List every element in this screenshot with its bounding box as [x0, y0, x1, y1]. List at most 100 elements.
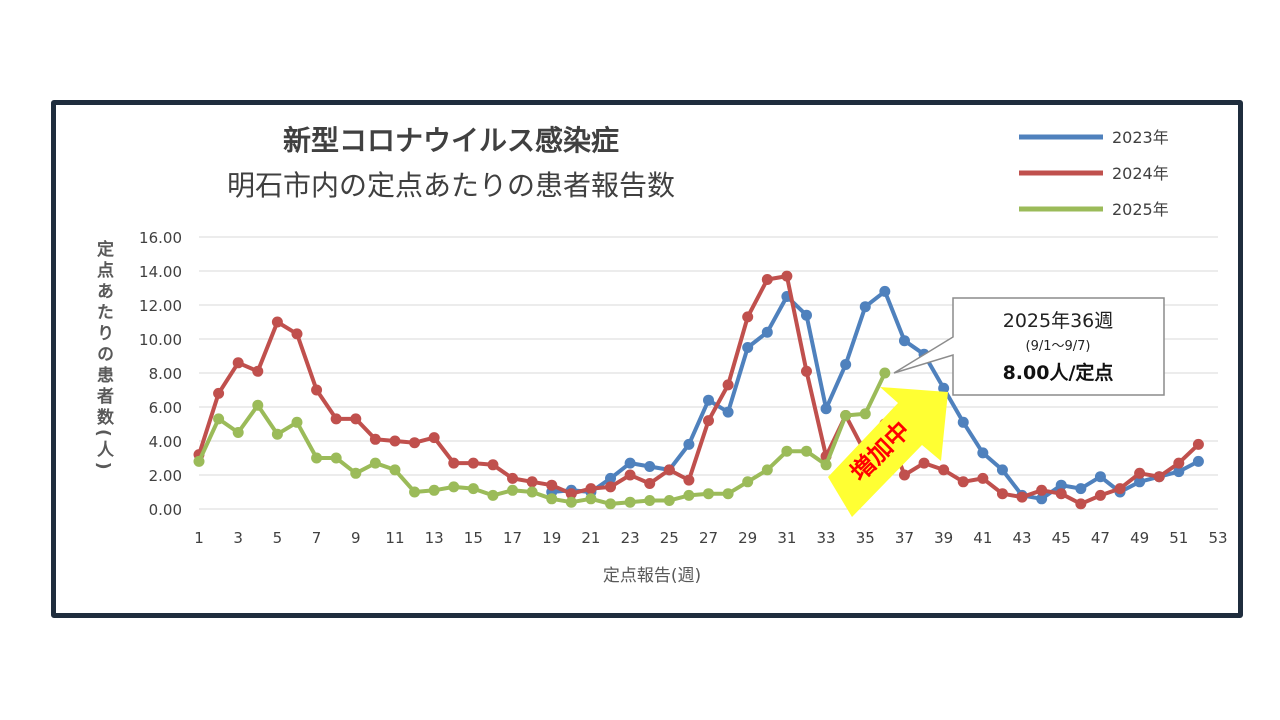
callout-box: 2025年36週 (9/1～9/7) 8.00人/定点: [893, 297, 1165, 396]
x-tick-label: 39: [934, 529, 953, 547]
y-axis-ticks: 0.00 2.00 4.00 6.00 8.00 10.00 12.00 14.00 16.00: [139, 229, 182, 519]
y-tick-label: 12.00: [139, 297, 182, 315]
data-point: [624, 496, 636, 508]
data-point: [1192, 438, 1204, 450]
y-tick-label: 0.00: [149, 501, 182, 519]
x-tick-label: 9: [351, 529, 361, 547]
callout-value: 8.00人/定点: [1003, 361, 1114, 384]
data-point: [722, 406, 734, 418]
data-point: [722, 379, 734, 391]
data-point: [957, 476, 969, 488]
data-point: [330, 413, 342, 425]
data-point: [996, 488, 1008, 500]
x-tick-label: 15: [464, 529, 483, 547]
data-point: [252, 399, 264, 411]
data-point: [800, 445, 812, 457]
x-tick-label: 7: [312, 529, 322, 547]
data-point: [369, 457, 381, 469]
callout-shape: [893, 297, 1165, 396]
callout-dates: (9/1～9/7): [1026, 339, 1091, 354]
data-point: [409, 437, 421, 449]
data-point: [507, 472, 519, 484]
data-point: [507, 484, 519, 496]
data-point: [350, 467, 362, 479]
data-point: [1094, 489, 1106, 501]
data-point: [1173, 457, 1185, 469]
data-point: [1192, 455, 1204, 467]
data-point: [467, 483, 479, 495]
x-tick-label: 27: [699, 529, 718, 547]
data-point: [703, 488, 714, 500]
data-point: [1036, 484, 1048, 496]
data-point: [1173, 466, 1185, 478]
x-tick-label: 11: [385, 529, 404, 547]
x-tick-label: 21: [581, 529, 600, 547]
legend: 2023年 2024年 2025年: [1019, 128, 1169, 219]
data-point: [1075, 498, 1087, 510]
data-point: [840, 359, 852, 370]
data-point: [742, 476, 754, 488]
data-point: [291, 416, 303, 428]
data-point: [232, 357, 244, 369]
data-point: [311, 384, 323, 396]
data-point: [761, 274, 773, 285]
data-point: [330, 452, 342, 464]
data-point: [644, 461, 656, 472]
x-tick-label: 17: [503, 529, 522, 547]
data-point: [605, 472, 617, 484]
x-tick-label: 45: [1052, 529, 1071, 547]
data-point: [252, 365, 264, 377]
data-point: [761, 464, 773, 476]
y-tick-label: 6.00: [149, 399, 182, 417]
data-point: [918, 457, 930, 469]
data-point: [644, 495, 656, 506]
y-tick-label: 10.00: [139, 331, 182, 349]
data-point: [879, 367, 891, 379]
x-tick-label: 49: [1130, 529, 1149, 547]
data-point: [428, 432, 440, 444]
x-tick-label: 23: [621, 529, 640, 547]
data-point: [840, 410, 852, 421]
y-tick-label: 2.00: [149, 467, 182, 485]
data-point: [232, 427, 244, 438]
data-point: [879, 285, 891, 297]
data-point: [820, 459, 832, 471]
data-point: [1134, 476, 1146, 488]
x-tick-label: 43: [1012, 529, 1031, 547]
data-point: [938, 382, 950, 394]
data-point: [350, 413, 362, 425]
x-tick-label: 25: [660, 529, 679, 547]
data-point: [1055, 479, 1067, 491]
data-point: [193, 455, 205, 467]
data-point: [585, 483, 597, 495]
data-point: [1075, 483, 1087, 495]
data-point: [1114, 483, 1126, 495]
x-tick-label: 19: [542, 529, 561, 547]
data-point: [546, 479, 558, 491]
data-point: [624, 457, 636, 469]
x-tick-label: 5: [273, 529, 283, 547]
data-point: [369, 433, 381, 445]
x-axis-ticks: 1 3 5 7 9 11 13 15 17 19 21 23 25 27 29 31 33 35 37 39 41 43 4…: [194, 529, 1227, 547]
grid-lines: [199, 236, 1218, 510]
data-point: [624, 469, 636, 481]
y-axis-label: 定点あたりの患者数(人): [93, 239, 115, 474]
data-point: [859, 408, 871, 420]
data-point: [271, 428, 283, 440]
x-tick-label: 29: [738, 529, 757, 547]
data-point: [213, 413, 225, 425]
line-chart: 0.00 2.00 4.00 6.00 8.00 10.00 12.00 14.00 16.00…: [93, 124, 1228, 586]
data-point: [800, 365, 812, 377]
data-point: [1016, 491, 1028, 503]
data-point: [585, 493, 597, 505]
data-point: [1094, 471, 1106, 483]
data-point: [996, 464, 1008, 476]
data-point: [683, 489, 695, 501]
data-point: [428, 484, 440, 496]
data-point: [898, 335, 910, 347]
x-tick-label: 37: [895, 529, 914, 547]
data-point: [703, 394, 714, 406]
data-point: [448, 457, 460, 469]
data-point: [898, 469, 910, 481]
x-tick-label: 35: [856, 529, 875, 547]
